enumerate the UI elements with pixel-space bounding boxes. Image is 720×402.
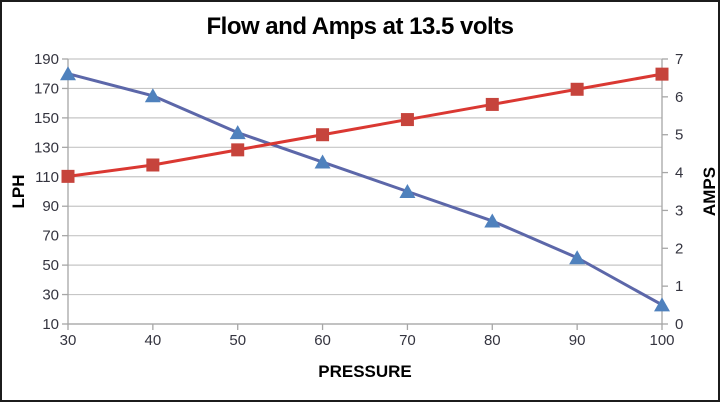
right-axis-tick-label: 2 (675, 240, 683, 257)
right-axis-tick-label: 3 (675, 202, 683, 219)
x-axis-tick-label: 30 (60, 332, 77, 349)
left-axis-tick-label: 170 (34, 80, 59, 97)
left-axis-tick-label: 70 (42, 228, 59, 245)
marker-square-amps (400, 113, 414, 127)
series-line-lph (66, 72, 664, 307)
left-axis-tick-label: 130 (34, 139, 59, 156)
marker-square-amps (655, 67, 669, 81)
marker-triangle-lph (399, 184, 416, 198)
marker-square-amps (61, 169, 75, 183)
marker-square-amps (316, 128, 330, 142)
x-axis-tick-label: 50 (229, 332, 246, 349)
marker-square-amps (570, 82, 584, 96)
marker-square-amps (231, 143, 245, 157)
x-axis-tick-label: 90 (569, 332, 586, 349)
chart-title: Flow and Amps at 13.5 volts (206, 13, 514, 40)
right-axis-tick-label: 1 (675, 278, 683, 295)
x-axis-tick-label: 60 (314, 332, 331, 349)
left-axis-tick-label: 150 (34, 110, 59, 127)
right-axis-tick-label: 6 (675, 89, 683, 106)
left-axis-tick-label: 50 (42, 257, 59, 274)
left-axis-tick-label: 10 (42, 316, 59, 333)
right-axis-title: AMPS (700, 167, 719, 216)
left-axis-title: LPH (9, 175, 28, 209)
marker-triangle-lph (229, 125, 246, 140)
x-axis-tick-label: 40 (145, 332, 162, 349)
series-line-amps (66, 72, 664, 178)
right-axis-tick-label: 5 (675, 127, 683, 144)
x-axis-tick-label: 80 (484, 332, 501, 349)
left-axis-tick-label: 190 (34, 51, 59, 68)
marker-square-amps (146, 158, 160, 172)
right-axis-tick-label: 0 (675, 316, 683, 333)
marker-triangle-lph (144, 88, 161, 103)
marker-triangle-lph (314, 154, 331, 169)
left-axis-tick-label: 90 (42, 198, 59, 215)
left-axis-tick-label: 30 (42, 287, 59, 304)
left-axis-tick-label: 110 (35, 169, 59, 186)
marker-triangle-lph (60, 66, 76, 81)
marker-triangle-lph (654, 297, 670, 312)
marker-triangle-lph (484, 213, 501, 228)
marker-square-amps (485, 97, 499, 111)
x-axis-tick-label: 100 (649, 332, 674, 349)
x-axis-tick-label: 70 (399, 332, 416, 349)
marker-triangle-lph (569, 250, 586, 265)
x-axis-title: PRESSURE (318, 362, 412, 381)
right-axis-tick-label: 7 (675, 51, 683, 68)
right-axis-tick-label: 4 (675, 165, 683, 182)
